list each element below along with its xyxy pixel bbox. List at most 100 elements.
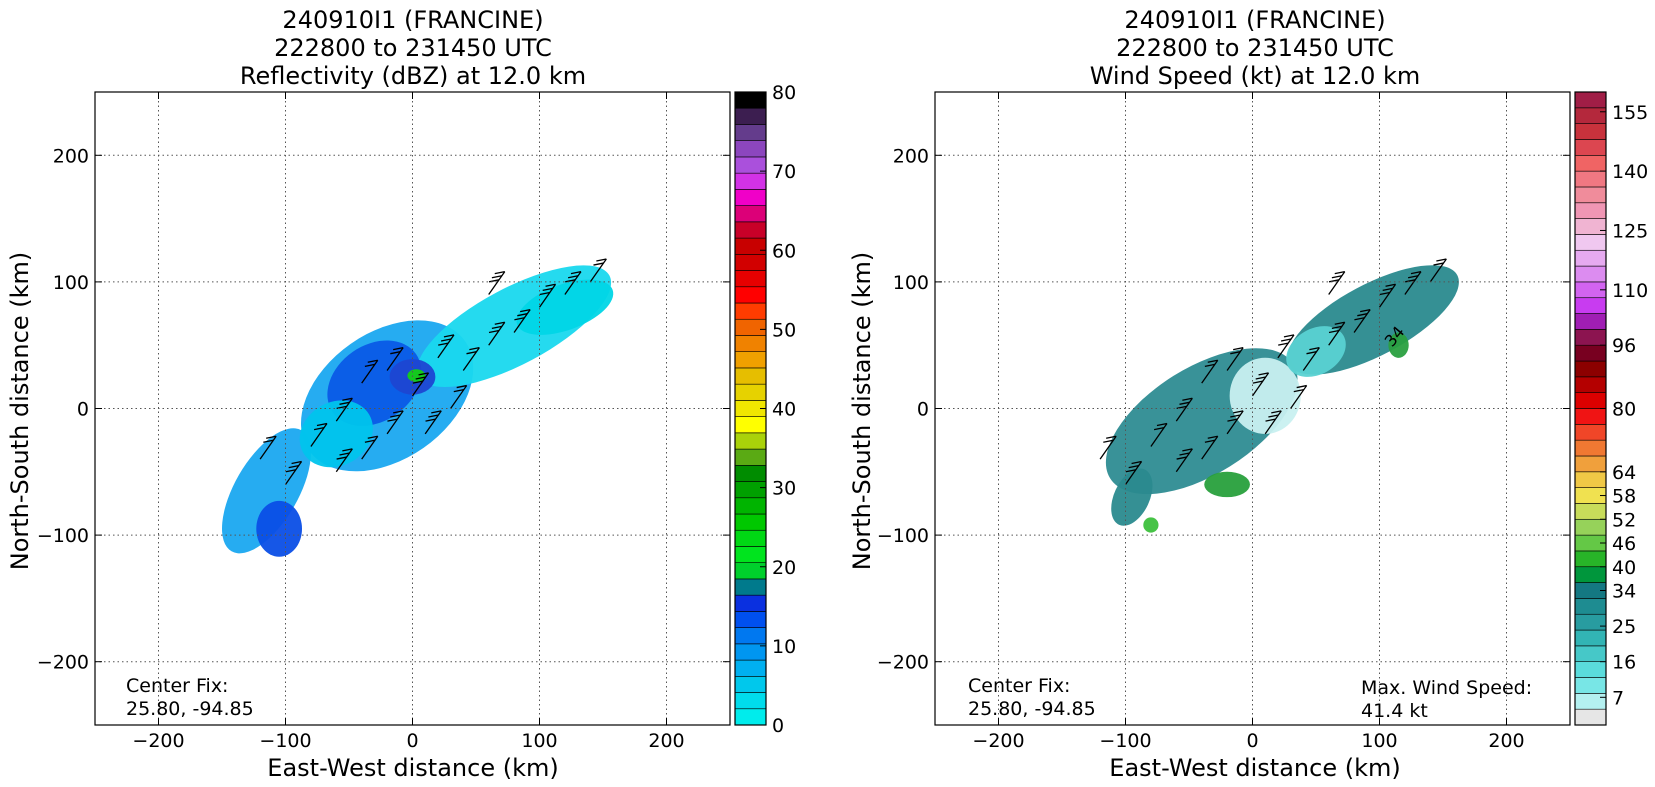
colorbar-segment — [734, 286, 767, 304]
y-tick-label: 100 — [893, 272, 929, 294]
colorbar-segment — [734, 189, 767, 206]
colorbar-segment — [1574, 503, 1607, 520]
colorbar-tick-label: 46 — [1612, 533, 1636, 555]
colorbar-segment — [1574, 107, 1607, 124]
colorbar-tick-label: 80 — [772, 82, 796, 104]
wind-barb — [1404, 270, 1422, 295]
colorbar-segment — [1574, 455, 1607, 473]
colorbar-segment — [734, 529, 767, 547]
colorbar-segment — [734, 91, 767, 109]
colorbar-segment — [1574, 249, 1607, 267]
wind-barb — [1328, 270, 1346, 295]
wind-barb — [386, 410, 404, 435]
colorbar-segment — [1574, 550, 1607, 568]
wind-barb — [335, 448, 353, 473]
colorbar-segment — [734, 383, 767, 401]
x-tick-label: −100 — [259, 730, 311, 752]
y-tick-label: 0 — [917, 399, 929, 421]
colorbar-tick-label: 60 — [772, 240, 796, 262]
colorbar-segment — [734, 546, 767, 563]
reflectivity-x-axis-label: East-West distance (km) — [267, 754, 558, 782]
wind-barb — [361, 435, 379, 460]
x-tick-label: 100 — [521, 730, 557, 752]
y-tick-label: 200 — [53, 145, 89, 167]
x-tick-label: 100 — [1361, 730, 1397, 752]
x-tick-label: 0 — [406, 730, 418, 752]
reflectivity-echo-field — [222, 265, 614, 557]
colorbar-segment — [734, 692, 767, 710]
colorbar-segment — [1574, 471, 1607, 488]
max-wind-speed-value: 41.4 kt — [1361, 700, 1428, 722]
colorbar-segment — [1574, 408, 1607, 425]
wind-barb — [1150, 422, 1168, 447]
colorbar-tick-label: 10 — [772, 636, 796, 658]
wind-barb — [284, 460, 303, 485]
echo-core — [407, 369, 426, 382]
colorbar-segment — [734, 335, 767, 352]
reflectivity-y-axis-label: North-South distance (km) — [6, 252, 34, 571]
wind-center-fix-value: 25.80, -94.85 — [968, 698, 1096, 720]
colorbar-segment — [1574, 234, 1607, 251]
reflectivity-panel: 240910I1 (FRANCINE) 222800 to 231450 UTC… — [6, 6, 796, 782]
x-tick-label: 200 — [1488, 730, 1524, 752]
colorbar-segment — [734, 627, 767, 645]
wind-barb — [437, 334, 455, 359]
wind-region — [1204, 471, 1250, 498]
wind-barbs — [259, 258, 607, 485]
colorbar-segment — [1574, 518, 1607, 536]
colorbar-tick-label: 16 — [1612, 652, 1636, 674]
reflectivity-colorbar: 0 10 20 30 40 50 60 70 80 — [734, 82, 796, 737]
x-tick-label: 200 — [648, 730, 684, 752]
colorbar-segment — [1574, 186, 1607, 204]
colorbar-segment — [734, 481, 767, 499]
wind-region — [1388, 332, 1409, 358]
reflectivity-center-fix-value: 25.80, -94.85 — [126, 698, 254, 720]
wind-barb — [1277, 334, 1295, 359]
grid — [935, 92, 1570, 725]
colorbar-tick-label: 0 — [772, 715, 784, 737]
wind-barb — [1201, 435, 1219, 460]
colorbar-tick-label: 7 — [1612, 687, 1624, 709]
wind-barb — [589, 258, 607, 283]
colorbar-segment — [734, 497, 767, 515]
colorbar-tick-label: 110 — [1612, 280, 1648, 302]
colorbar-segment — [734, 562, 767, 580]
wind-barb — [1175, 448, 1193, 473]
wind-barb — [564, 270, 582, 295]
max-wind-speed-label: Max. Wind Speed: — [1361, 677, 1532, 699]
colorbar-segment — [1574, 376, 1607, 393]
colorbar-segment — [734, 448, 767, 466]
colorbar-segment — [734, 351, 767, 369]
wind-barb — [538, 283, 557, 308]
colorbar-segment — [1574, 202, 1607, 219]
wind-barb — [1302, 346, 1320, 371]
colorbar-segment — [734, 708, 767, 726]
colorbar-tick-label: 30 — [772, 478, 796, 500]
x-tick-label: −200 — [132, 730, 184, 752]
reflectivity-title-line-2: 222800 to 231450 UTC — [274, 34, 552, 62]
wind-barb — [1353, 308, 1371, 333]
colorbar-tick-label: 64 — [1612, 462, 1636, 484]
wind-barb — [1251, 372, 1270, 397]
echo-region — [516, 279, 614, 335]
wind-region — [1229, 357, 1301, 434]
colorbar-tick-label: 20 — [772, 557, 796, 579]
wind-barb — [1264, 410, 1282, 435]
wind-barb — [259, 435, 277, 460]
colorbar-segment — [1574, 613, 1607, 631]
colorbar-segment — [1574, 566, 1607, 583]
wind-barb — [1378, 283, 1397, 308]
wind-barbs — [1099, 258, 1447, 485]
colorbar-segment — [734, 221, 767, 239]
colorbar-segment — [734, 594, 767, 612]
x-tick-label: 0 — [1246, 730, 1258, 752]
wind-barb — [450, 384, 468, 409]
colorbar-segment — [1574, 297, 1607, 314]
colorbar-segment — [734, 270, 767, 288]
colorbar-tick-label: 125 — [1612, 220, 1648, 242]
wind-region — [1111, 468, 1153, 526]
y-tick-label: −200 — [877, 652, 929, 674]
colorbar-segment — [734, 416, 767, 434]
wind-barb — [488, 321, 506, 346]
